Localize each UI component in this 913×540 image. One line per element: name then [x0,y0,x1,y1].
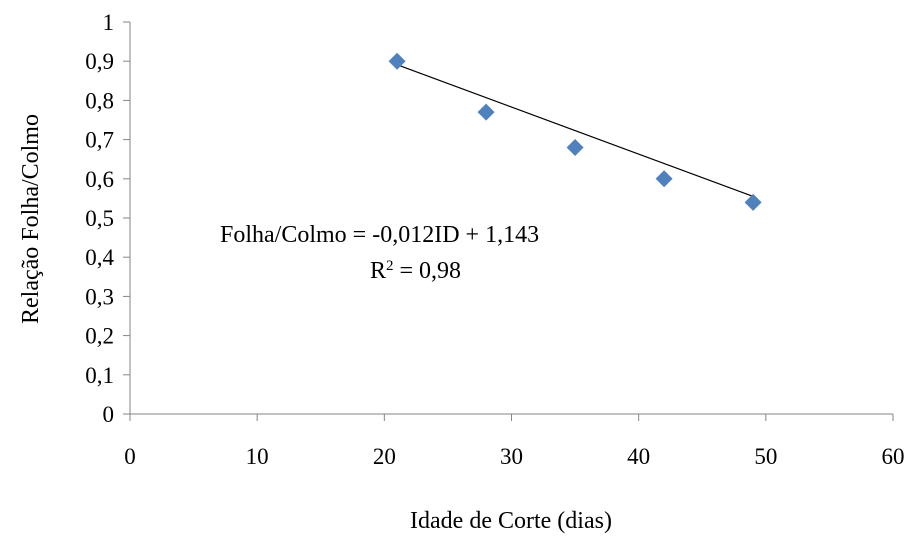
y-ticks: 0 0,1 0,2 0,3 0,4 0,5 0,6 0,7 0,8 0,9 1 [85,10,130,427]
y-axis-title: Relação Folha/Colmo [18,114,44,324]
y-tick-label: 0,5 [85,206,114,231]
y-tick-label: 0,3 [85,284,114,309]
equation-label: Folha/Colmo = -0,012ID + 1,143 [220,222,539,248]
axes [129,22,893,415]
y-tick-label: 0 [103,402,115,427]
y-tick-label: 0,2 [85,324,114,349]
x-ticks: 0 10 20 30 40 50 60 [124,414,905,469]
r-squared-symbol: R [370,258,386,284]
y-tick-label: 0,6 [85,167,114,192]
trendline-layer [396,64,754,198]
x-tick-label: 60 [882,444,905,469]
x-tick-label: 0 [124,444,136,469]
trendline [396,64,754,198]
r-squared-superscript: 2 [386,258,394,274]
r-squared-label: R2 = 0,98 [370,258,461,284]
y-tick-label: 1 [103,10,115,35]
y-tick-label: 0,8 [85,88,114,113]
data-point [744,193,762,211]
y-tick-label: 0,4 [85,245,114,270]
x-tick-label: 40 [627,444,650,469]
y-tick-label: 0,1 [85,363,114,388]
y-tick-label: 0,7 [85,128,114,153]
x-tick-label: 30 [500,444,523,469]
y-tick-label: 0,9 [85,49,114,74]
data-point [477,103,495,121]
data-point [388,52,406,70]
data-points [388,52,762,211]
data-point [566,138,584,156]
x-tick-label: 50 [754,444,777,469]
x-tick-label: 10 [246,444,269,469]
regression-annotation: Folha/Colmo = -0,012ID + 1,143 R2 = 0,98 [220,222,539,284]
x-tick-label: 20 [373,444,396,469]
x-axis-title: Idade de Corte (dias) [410,508,612,534]
data-point [655,170,673,188]
r-squared-value: = 0,98 [394,258,462,284]
